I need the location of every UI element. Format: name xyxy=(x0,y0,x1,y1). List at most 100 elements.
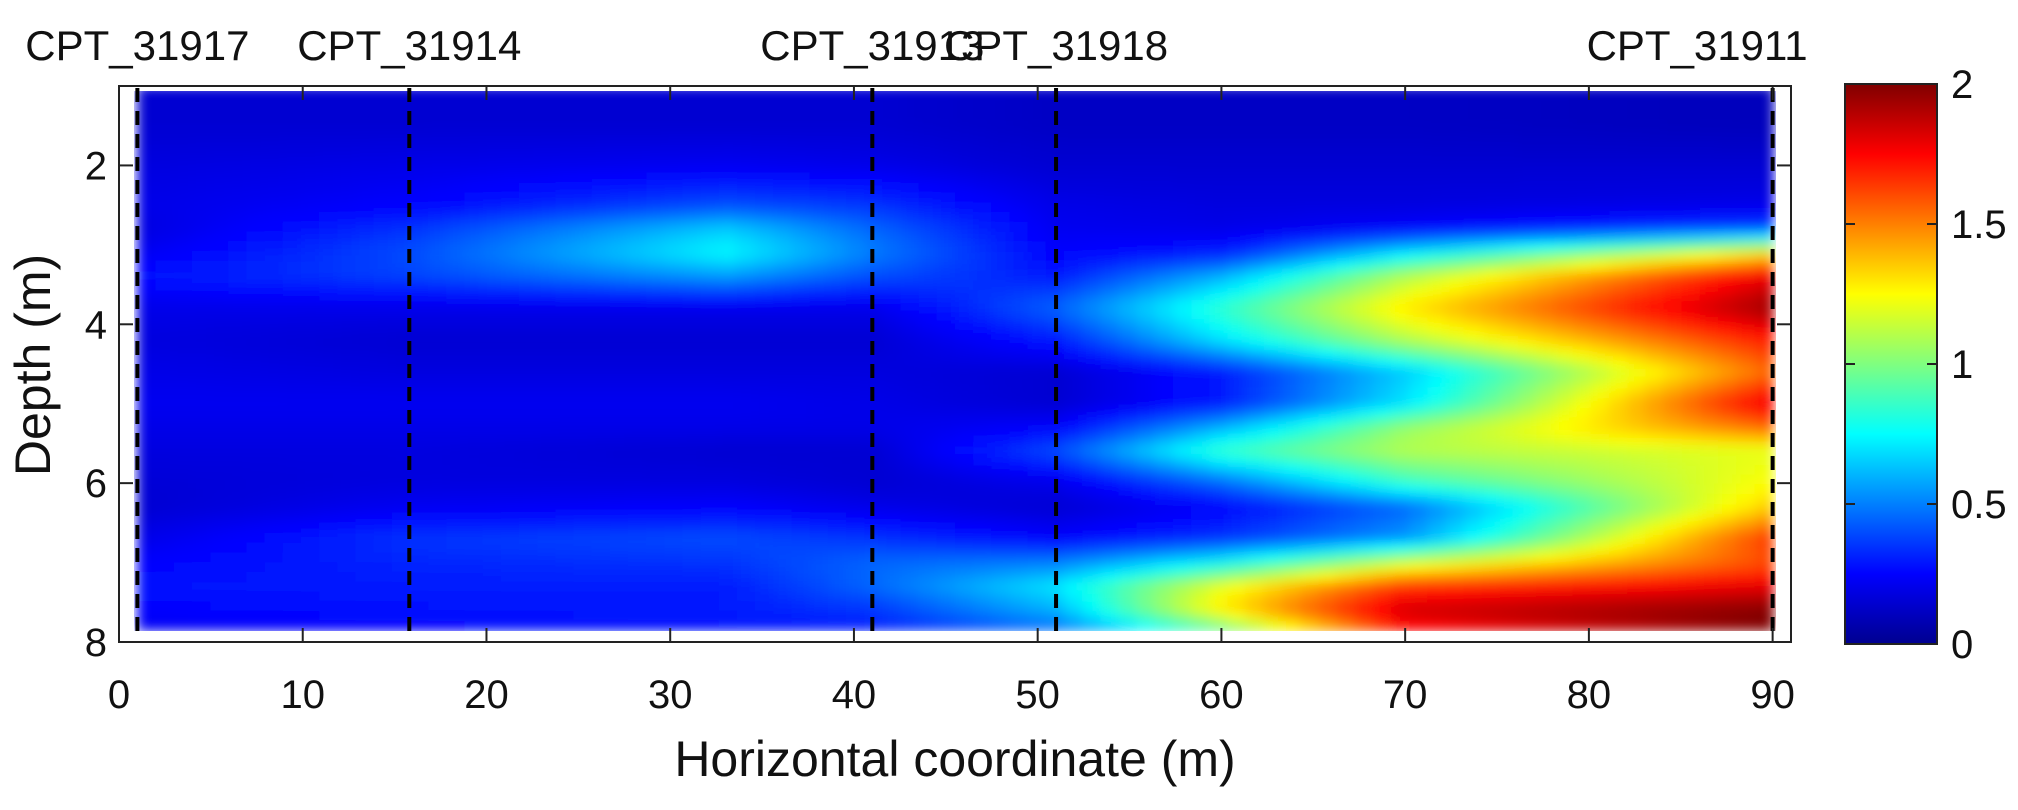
heat-cell xyxy=(1372,416,1393,428)
heat-cell xyxy=(809,154,829,165)
heat-cell xyxy=(1082,416,1102,428)
heat-cell xyxy=(627,396,648,408)
heat-cell xyxy=(1227,445,1247,457)
heat-cell xyxy=(1681,91,1702,97)
heat-cell xyxy=(1263,348,1284,360)
heat-cell xyxy=(1354,523,1375,535)
heat-cell xyxy=(1718,144,1738,156)
heat-cell xyxy=(646,163,666,175)
heat-cell xyxy=(355,338,375,350)
heat-cell xyxy=(264,396,284,408)
heat-cell xyxy=(391,571,412,583)
heat-cell xyxy=(228,124,248,136)
heat-cell xyxy=(809,532,829,544)
heat-cell xyxy=(646,241,666,253)
heat-cell xyxy=(1409,406,1429,418)
heat-cell xyxy=(1463,280,1484,292)
heat-cell xyxy=(1300,581,1320,593)
heat-cell xyxy=(1082,91,1102,97)
heat-cell xyxy=(1481,231,1502,243)
heat-cell xyxy=(264,600,284,612)
heat-cell xyxy=(1154,241,1175,253)
heat-cell xyxy=(1699,484,1720,496)
heat-cell xyxy=(1173,513,1193,525)
heat-cell xyxy=(1209,591,1229,603)
heat-cell xyxy=(373,241,393,253)
heat-cell xyxy=(1354,348,1375,360)
heat-cell xyxy=(355,474,375,486)
heat-cell xyxy=(1481,338,1502,350)
heat-cell xyxy=(1699,445,1720,457)
heat-cell xyxy=(482,455,502,467)
heat-cell xyxy=(609,222,630,233)
heat-cell xyxy=(446,532,466,544)
heat-cell xyxy=(1245,416,1266,428)
heat-cell xyxy=(882,115,902,126)
heat-cell xyxy=(464,290,484,301)
heat-cell xyxy=(337,464,357,476)
heat-cell xyxy=(755,251,775,263)
heat-cell xyxy=(282,212,303,224)
heat-cell xyxy=(1100,610,1120,622)
heat-cell xyxy=(1518,513,1538,525)
heat-cell xyxy=(1336,484,1356,496)
heat-cell xyxy=(1391,484,1411,496)
heat-cell xyxy=(1536,387,1556,399)
heat-cell xyxy=(1481,532,1502,544)
heat-cell xyxy=(791,358,811,369)
heat-cell xyxy=(1463,426,1484,437)
heat-cell xyxy=(1391,513,1411,525)
heat-cell xyxy=(955,241,975,253)
heat-cell xyxy=(1590,377,1611,389)
heat-cell xyxy=(500,484,521,496)
heat-cell xyxy=(609,91,630,97)
heat-cell xyxy=(809,260,829,272)
heat-cell xyxy=(355,290,375,301)
heat-cell xyxy=(791,571,811,583)
heat-cell xyxy=(846,299,866,311)
heat-cell xyxy=(482,542,502,554)
heat-cell xyxy=(319,95,339,107)
heat-cell xyxy=(1136,552,1157,564)
heat-cell xyxy=(428,348,448,360)
heat-cell xyxy=(482,183,502,195)
heat-cell xyxy=(337,260,357,272)
heat-cell xyxy=(1136,377,1157,389)
heat-cell xyxy=(1372,290,1393,301)
heat-cell xyxy=(464,328,484,340)
heat-cell xyxy=(500,426,521,437)
heat-cell xyxy=(228,513,248,525)
heat-cell xyxy=(1136,426,1157,437)
heat-cell xyxy=(846,309,866,321)
heat-cell xyxy=(1064,124,1084,136)
heat-cell xyxy=(1609,231,1629,243)
heat-cell xyxy=(1318,95,1338,107)
heat-cell xyxy=(1191,464,1211,476)
heat-cell xyxy=(737,591,757,603)
heat-cell xyxy=(700,280,720,292)
heat-cell xyxy=(1536,260,1556,272)
heat-cell xyxy=(1736,445,1756,457)
heat-cell xyxy=(882,445,902,457)
heat-cell xyxy=(264,95,284,107)
heat-cell xyxy=(973,532,993,544)
heat-cell xyxy=(718,494,739,505)
heat-cell xyxy=(1263,231,1284,243)
heat-cell xyxy=(1590,212,1611,224)
heat-cell xyxy=(609,396,630,408)
heat-cell xyxy=(1118,571,1138,583)
heat-cell xyxy=(1154,484,1175,496)
heat-cell xyxy=(1318,260,1338,272)
heat-cell xyxy=(537,222,557,233)
heat-cell xyxy=(1718,222,1738,233)
heat-cell xyxy=(1645,406,1665,418)
heat-cell xyxy=(446,115,466,126)
heat-cell xyxy=(1427,426,1447,437)
heat-cell xyxy=(1372,581,1393,593)
heat-cell xyxy=(1718,523,1738,535)
heat-cell xyxy=(1282,435,1302,447)
heat-cell xyxy=(1100,406,1120,418)
heat-cell xyxy=(1427,455,1447,467)
heat-cell xyxy=(464,222,484,233)
heat-cell xyxy=(173,484,194,496)
